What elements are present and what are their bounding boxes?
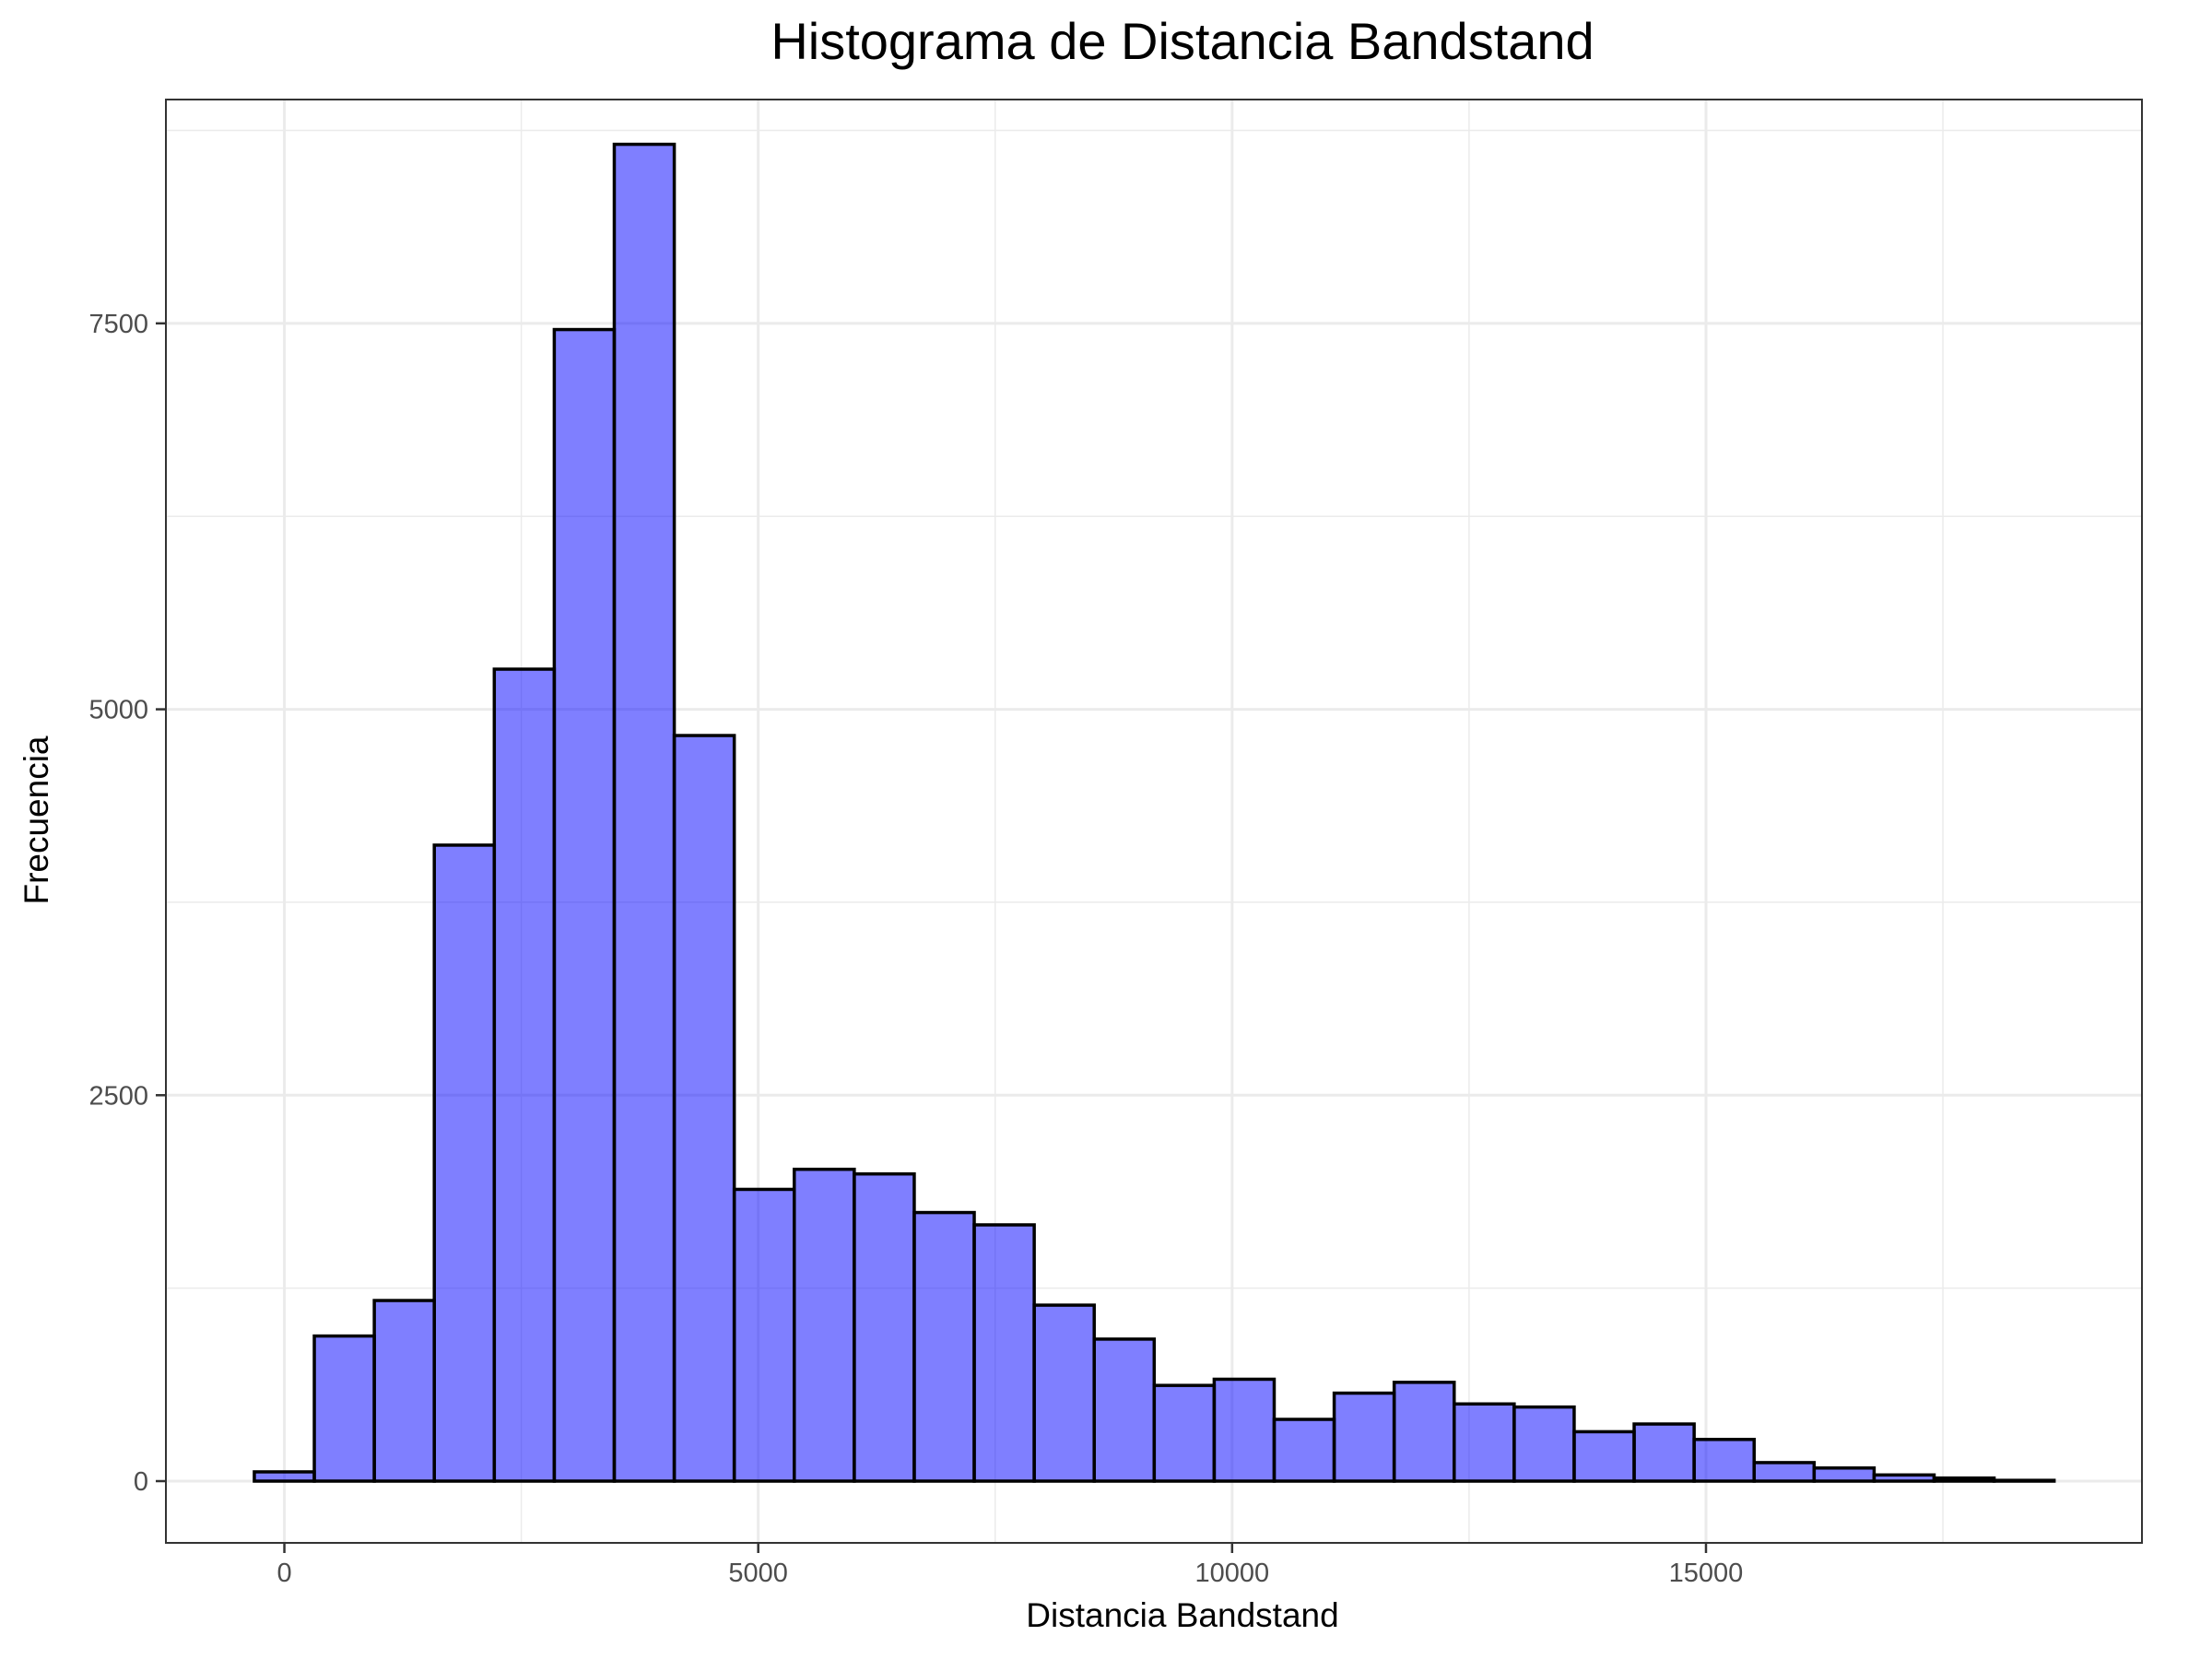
histogram-bar-4 (492, 667, 557, 1483)
histogram-bar-10 (853, 1171, 916, 1483)
y-tick-label-2: 5000 (88, 696, 148, 725)
x-tick-label-0: 0 (276, 1559, 291, 1588)
y-tick-label-1: 2500 (88, 1081, 148, 1111)
histogram-bar-22 (1572, 1430, 1636, 1483)
x-tick-label-1: 5000 (728, 1559, 788, 1588)
histogram-bar-15 (1152, 1383, 1217, 1483)
x-tick-label-3: 15000 (1669, 1559, 1744, 1588)
histogram-bar-5 (552, 327, 617, 1483)
histogram-bar-6 (612, 142, 677, 1483)
histogram-bar-24 (1692, 1438, 1756, 1483)
histogram-bar-12 (972, 1223, 1036, 1483)
histogram-bar-27 (1872, 1473, 1936, 1483)
plot-panel (165, 99, 2143, 1544)
histogram-bar-8 (732, 1187, 796, 1483)
histogram-bar-16 (1212, 1377, 1277, 1483)
y-axis: 0 2500 5000 7500 (88, 310, 166, 1497)
x-axis: 0 5000 10000 15000 (276, 1543, 1743, 1588)
histogram-bar-18 (1332, 1391, 1396, 1483)
y-axis-title: Frecuencia (18, 735, 55, 904)
histogram-bar-26 (1812, 1466, 1877, 1483)
histogram-bar-2 (372, 1299, 436, 1483)
histogram-bar-0 (253, 1470, 316, 1483)
histogram-bar-28 (1932, 1476, 1996, 1483)
histogram-bar-20 (1453, 1402, 1516, 1483)
histogram-bar-14 (1092, 1337, 1157, 1483)
histogram-bar-29 (1992, 1478, 2056, 1483)
histogram-bar-1 (312, 1334, 376, 1483)
x-tick-label-2: 10000 (1195, 1559, 1270, 1588)
histogram-bar-13 (1032, 1303, 1096, 1483)
x-axis-title: Distancia Bandstand (1026, 1596, 1338, 1634)
histogram-bar-7 (672, 734, 736, 1483)
minor-gridlines (166, 100, 2142, 1543)
chart-title: Histograma de Distancia Bandstand (771, 12, 1594, 70)
histogram-bars (253, 142, 2056, 1483)
histogram-bar-17 (1272, 1418, 1336, 1483)
histogram-bar-23 (1632, 1422, 1696, 1483)
panel-border (165, 99, 2143, 1544)
histogram-bar-21 (1512, 1405, 1576, 1483)
histogram-bar-3 (432, 843, 497, 1483)
histogram-bar-25 (1752, 1461, 1817, 1483)
y-tick-label-0: 0 (134, 1467, 148, 1497)
histogram-bar-11 (912, 1210, 976, 1483)
histogram-bar-9 (793, 1167, 856, 1483)
histogram-bar-19 (1392, 1381, 1456, 1483)
y-tick-label-3: 7500 (88, 310, 148, 339)
